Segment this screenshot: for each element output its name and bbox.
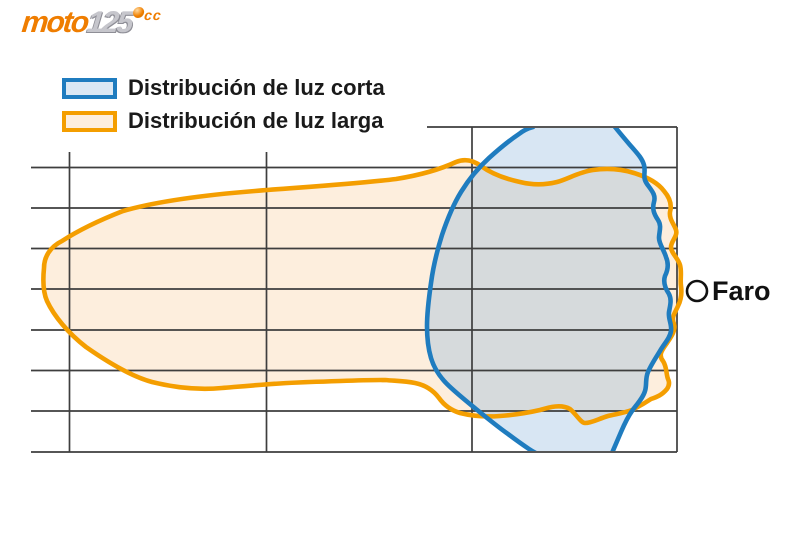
legend-label-corta: Distribución de luz corta: [128, 75, 385, 100]
legend: Distribución de luz corta Distribución d…: [62, 75, 385, 142]
legend-item-larga: Distribución de luz larga: [62, 108, 385, 133]
luz-larga-area-fill: [43, 160, 682, 423]
legend-swatch-larga: [62, 110, 117, 132]
legend-swatch-corta: [62, 77, 117, 99]
faro-label: Faro: [712, 276, 771, 306]
faro-circle-icon: [685, 279, 709, 303]
legend-label-larga: Distribución de luz larga: [128, 108, 384, 133]
luz-corta-outline: [424, 128, 674, 451]
legend-item-corta: Distribución de luz corta: [62, 75, 385, 100]
